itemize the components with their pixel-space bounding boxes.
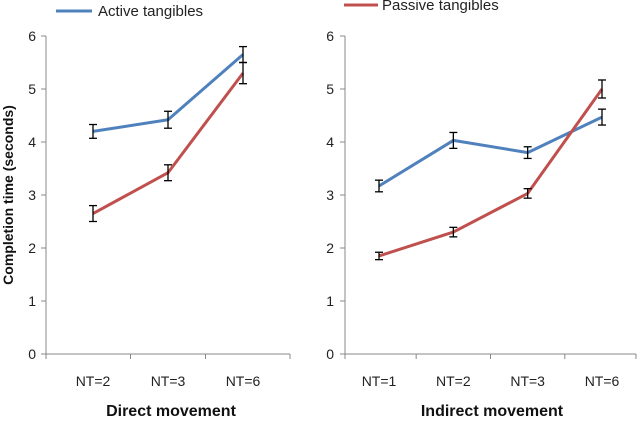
x-tick-label: NT=2	[76, 373, 111, 389]
y-tick-label: 3	[326, 187, 334, 203]
x-tick-label: NT=2	[436, 373, 471, 389]
x-axis-title-indirect: Indirect movement	[421, 403, 564, 420]
y-tick-label: 2	[326, 240, 334, 256]
y-tick-label: 5	[28, 81, 36, 97]
error-bar	[164, 110, 172, 129]
x-tick-label: NT=3	[151, 373, 186, 389]
x-tick-label: NT=3	[510, 373, 545, 389]
panel-1: 0 1 2 3 4 5 6 NT=2 NT=3 NT=6	[28, 28, 291, 389]
panel-2: 0 1 2 3 4 5 6 NT=1 NT=2 NT=3 NT=6	[326, 28, 637, 389]
error-bar	[164, 164, 172, 182]
error-bar	[375, 179, 383, 193]
y-tick-label: 0	[326, 346, 334, 362]
y-tick-label: 3	[28, 187, 36, 203]
plot-panels: 0 1 2 3 4 5 6 NT=2 NT=3 NT=6 0 1 2 3 4 5 6 NT=1 NT=2 NT=3 NT…	[28, 28, 637, 389]
legend-passive-label: Passive tangibles	[382, 0, 499, 14]
error-bar	[449, 131, 458, 150]
y-tick-label: 2	[28, 240, 36, 256]
error-bar	[89, 123, 97, 139]
error-bar	[375, 251, 383, 261]
series-line-active	[378, 115, 603, 188]
error-bar	[239, 61, 247, 85]
series-line-passive	[378, 88, 604, 258]
legend: Active tangibles Passive tangibles	[56, 0, 499, 20]
x-tick-label: NT=6	[585, 373, 620, 389]
y-tick-label: 5	[326, 81, 334, 97]
series-line-passive	[92, 72, 245, 215]
x-tick-label: NT=6	[226, 373, 261, 389]
y-tick-label: 1	[326, 293, 334, 309]
error-bar	[523, 146, 532, 160]
y-tick-label: 0	[28, 346, 36, 362]
legend-active-label: Active tangibles	[98, 3, 203, 20]
x-tick-label: NT=1	[362, 373, 397, 389]
error-bar	[598, 79, 606, 99]
y-tick-label: 4	[326, 134, 334, 150]
error-bar	[449, 226, 458, 238]
x-axis-title-direct: Direct movement	[106, 403, 236, 420]
y-tick-label: 1	[28, 293, 36, 309]
y-tick-label: 6	[326, 28, 334, 44]
y-tick-label: 4	[28, 134, 36, 150]
error-bar	[598, 108, 606, 126]
y-tick-label: 6	[28, 28, 36, 44]
error-bar	[239, 45, 247, 64]
error-bar	[89, 204, 97, 223]
error-bar	[523, 187, 532, 199]
y-axis-title: Completion time (seconds)	[0, 105, 16, 285]
